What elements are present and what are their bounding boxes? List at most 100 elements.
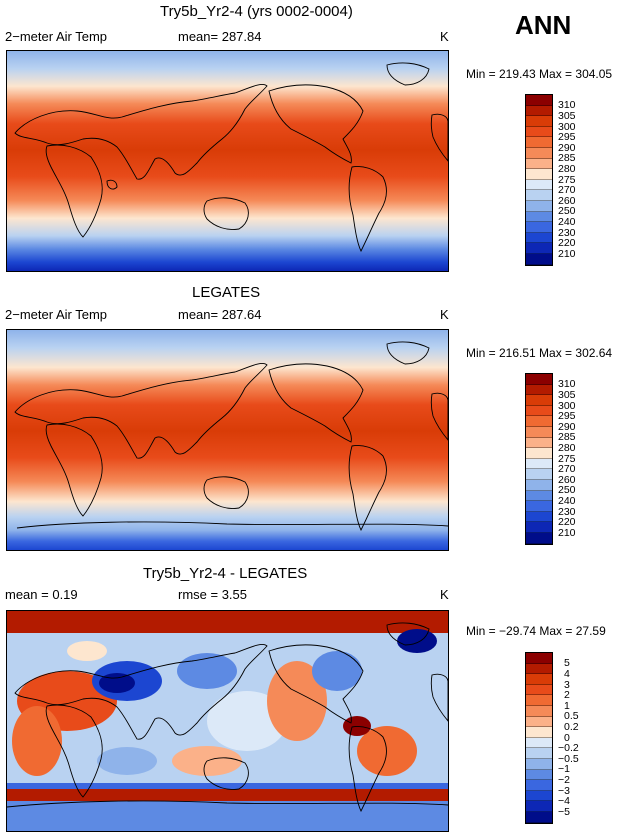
colorbar-tick-label: 1 xyxy=(564,700,570,712)
colorbar-swatch xyxy=(526,716,552,728)
colorbar-tick-label: 210 xyxy=(558,527,576,539)
colorbar-tick-label: 310 xyxy=(558,378,576,390)
colorbar-swatch xyxy=(526,232,552,244)
colorbar-tick-label: 270 xyxy=(558,463,576,475)
colorbar-swatch xyxy=(526,705,552,717)
colorbar-tick-label: 220 xyxy=(558,237,576,249)
colorbar-tick-label: 295 xyxy=(558,410,576,422)
colorbar-tick-label: 250 xyxy=(558,205,576,217)
minmax-label: Min = −29.74 Max = 27.59 xyxy=(466,624,606,638)
colorbar-tick-label: 305 xyxy=(558,389,576,401)
colorbar-swatch xyxy=(526,126,552,138)
map-plot xyxy=(7,611,448,831)
colorbar-swatch xyxy=(526,790,552,802)
colorbar-swatch xyxy=(526,758,552,770)
units-label: K xyxy=(440,29,449,44)
colorbar xyxy=(525,94,553,266)
colorbar-tick-label: 290 xyxy=(558,142,576,154)
colorbar-swatch xyxy=(526,426,552,438)
colorbar-tick-label: 310 xyxy=(558,99,576,111)
colorbar-tick-label: 275 xyxy=(558,174,576,186)
colorbar-swatch xyxy=(526,95,552,106)
colorbar-swatch xyxy=(526,116,552,127)
colorbar-tick-label: −0.5 xyxy=(558,753,579,765)
colorbar-swatch xyxy=(526,684,552,696)
colorbar-swatch xyxy=(526,522,552,533)
panel-title: Try5b_Yr2-4 (yrs 0002-0004) xyxy=(160,3,353,20)
colorbar-tick-label: 270 xyxy=(558,184,576,196)
colorbar-swatch xyxy=(526,479,552,491)
colorbar-swatch xyxy=(526,469,552,480)
minmax-label: Min = 219.43 Max = 304.05 xyxy=(466,67,613,81)
colorbar-swatch xyxy=(526,727,552,738)
colorbar-swatch xyxy=(526,748,552,759)
temperature-map xyxy=(6,329,449,551)
colorbar-tick-label: 280 xyxy=(558,163,576,175)
colorbar-swatch xyxy=(526,737,552,749)
colorbar-swatch xyxy=(526,105,552,117)
colorbar-tick-label: 210 xyxy=(558,248,576,260)
colorbar-tick-label: 290 xyxy=(558,421,576,433)
colorbar-swatch xyxy=(526,211,552,223)
colorbar-tick-label: 3 xyxy=(564,679,570,691)
minmax-label: Min = 216.51 Max = 302.64 xyxy=(466,346,613,360)
rmse-label: rmse = 3.55 xyxy=(178,587,248,602)
colorbar-tick-label: −1 xyxy=(558,763,570,775)
colorbar-tick-label: 260 xyxy=(558,195,576,207)
colorbar-swatch xyxy=(526,780,552,791)
colorbar-swatch xyxy=(526,243,552,254)
colorbar-tick-label: 0.2 xyxy=(564,721,579,733)
colorbar-swatch xyxy=(526,769,552,781)
colorbar-swatch xyxy=(526,674,552,685)
colorbar-swatch xyxy=(526,190,552,201)
panel-title: Try5b_Yr2-4 - LEGATES xyxy=(143,565,308,582)
colorbar-swatch xyxy=(526,179,552,191)
units-label: K xyxy=(440,307,449,322)
colorbar-tick-label: 285 xyxy=(558,431,576,443)
colorbar-tick-label: −3 xyxy=(558,785,570,797)
colorbar-tick-label: −4 xyxy=(558,795,570,807)
colorbar-swatch xyxy=(526,374,552,385)
colorbar-tick-label: 230 xyxy=(558,227,576,239)
colorbar-swatch xyxy=(526,511,552,523)
difference-map xyxy=(6,610,449,832)
colorbar-tick-label: 240 xyxy=(558,495,576,507)
colorbar-swatch xyxy=(526,222,552,233)
units-label: K xyxy=(440,587,449,602)
colorbar xyxy=(525,652,553,824)
colorbar-tick-label: 240 xyxy=(558,216,576,228)
colorbar-swatch xyxy=(526,147,552,159)
colorbar-swatch xyxy=(526,437,552,449)
colorbar-swatch xyxy=(526,253,552,265)
mean-label: mean= 287.84 xyxy=(178,29,262,44)
colorbar-swatch xyxy=(526,416,552,427)
temperature-map xyxy=(6,50,449,272)
map-plot xyxy=(7,51,448,271)
colorbar-swatch xyxy=(526,801,552,812)
colorbar-tick-label: 260 xyxy=(558,474,576,486)
colorbar-swatch xyxy=(526,395,552,406)
colorbar-swatch xyxy=(526,663,552,675)
colorbar-tick-label: 295 xyxy=(558,131,576,143)
colorbar-tick-label: 300 xyxy=(558,400,576,412)
colorbar-swatch xyxy=(526,490,552,502)
colorbar-tick-label: 4 xyxy=(564,668,570,680)
colorbar-swatch xyxy=(526,532,552,544)
colorbar-swatch xyxy=(526,448,552,459)
colorbar-swatch xyxy=(526,695,552,706)
colorbar-tick-label: 300 xyxy=(558,121,576,133)
colorbar-tick-label: 220 xyxy=(558,516,576,528)
colorbar-tick-label: 280 xyxy=(558,442,576,454)
colorbar xyxy=(525,373,553,545)
colorbar-swatch xyxy=(526,458,552,470)
variable-label: 2−meter Air Temp xyxy=(5,307,108,322)
colorbar-tick-label: −2 xyxy=(558,774,570,786)
colorbar-swatch xyxy=(526,811,552,823)
colorbar-tick-label: 0.5 xyxy=(564,710,579,722)
colorbar-tick-label: 285 xyxy=(558,152,576,164)
colorbar-tick-label: −5 xyxy=(558,806,570,818)
colorbar-tick-label: 0 xyxy=(564,732,570,744)
panel-title: LEGATES xyxy=(192,284,261,301)
colorbar-tick-label: 305 xyxy=(558,110,576,122)
mean-label: mean= 287.64 xyxy=(178,307,262,322)
